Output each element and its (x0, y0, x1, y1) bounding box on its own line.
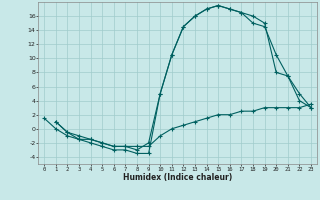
X-axis label: Humidex (Indice chaleur): Humidex (Indice chaleur) (123, 173, 232, 182)
